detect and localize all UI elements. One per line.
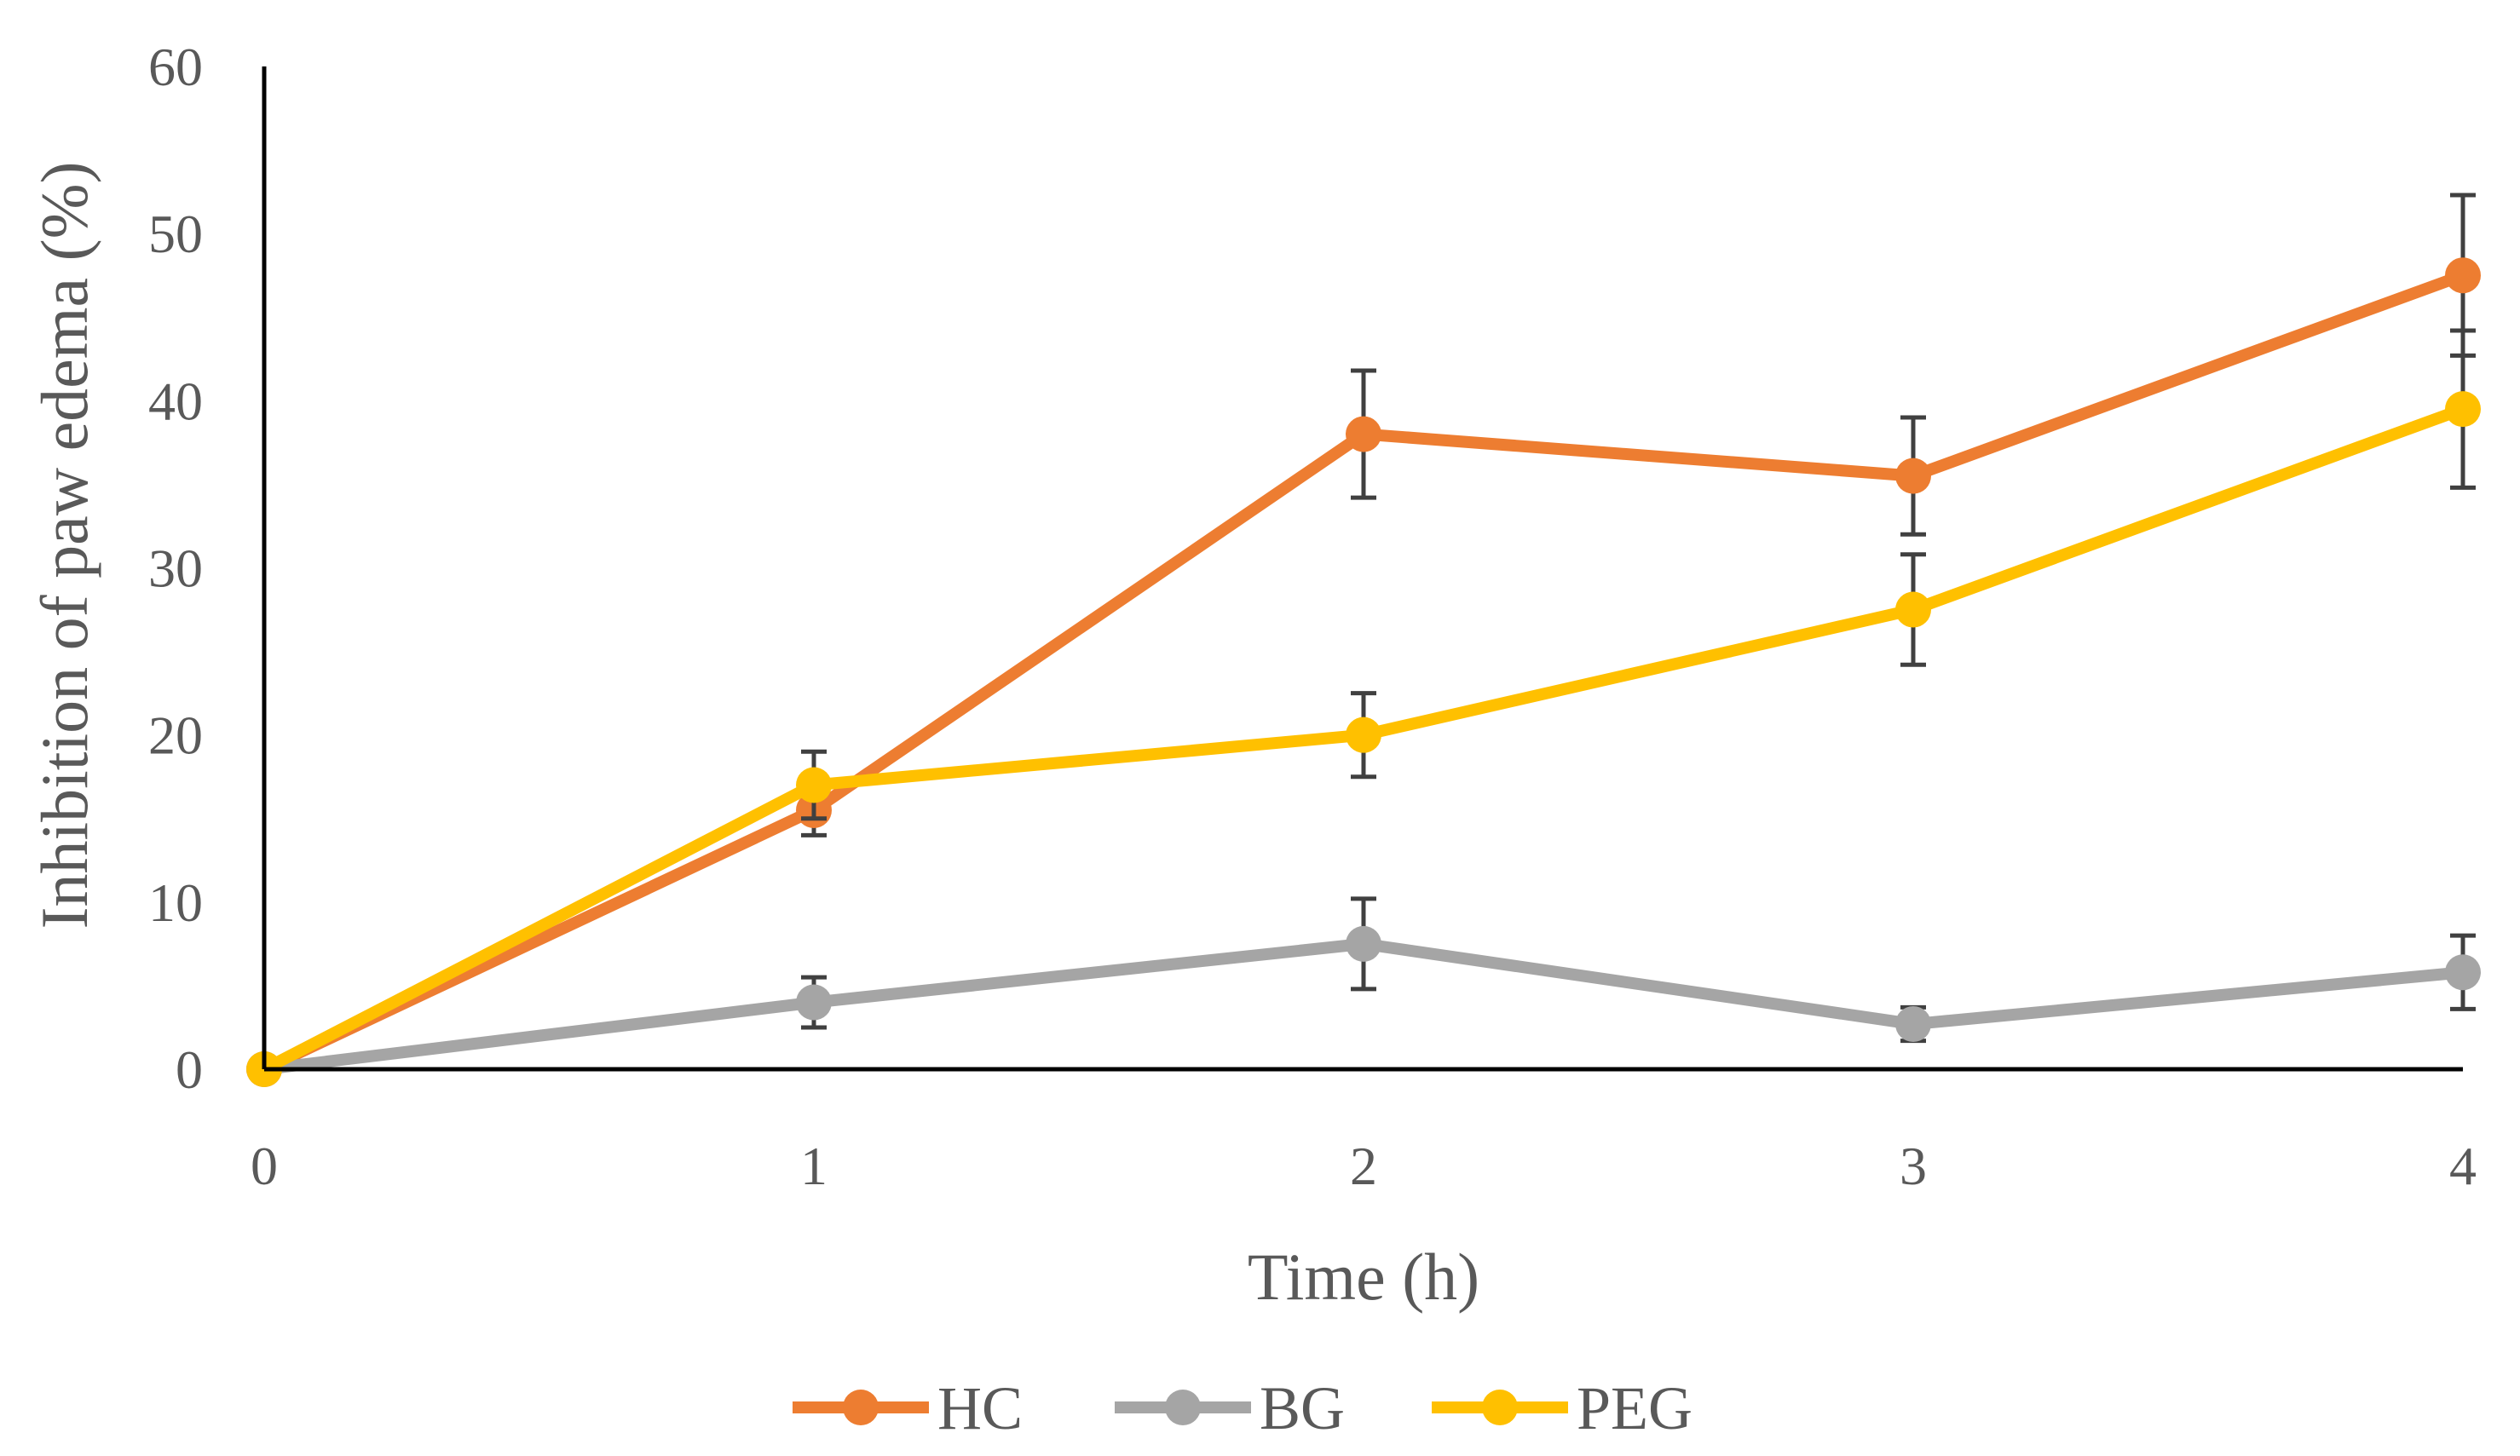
legend-label: HC	[937, 1374, 1023, 1442]
legend-label: BG	[1260, 1374, 1345, 1442]
series-bg	[246, 896, 2481, 1087]
y-tick-label: 20	[148, 705, 203, 766]
legend-label: PEG	[1577, 1374, 1692, 1442]
legend-swatch-marker	[1482, 1390, 1518, 1425]
series-peg	[246, 328, 2481, 1087]
x-tick-label: 3	[1900, 1136, 1927, 1196]
x-tick-label: 2	[1350, 1136, 1377, 1196]
data-point-peg	[796, 767, 832, 803]
data-point-bg	[1346, 925, 1381, 962]
x-tick-label: 4	[2449, 1136, 2477, 1196]
data-point-bg	[796, 984, 832, 1021]
legend: HC BG PEG	[793, 1374, 1692, 1442]
legend-swatch-marker	[843, 1390, 879, 1425]
x-tick-labels: 0 1 2 3 4	[251, 1136, 2477, 1196]
y-tick-label: 60	[148, 37, 203, 97]
y-tick-label: 50	[148, 204, 203, 264]
data-point-peg	[2445, 391, 2481, 428]
legend-item-hc: HC	[793, 1374, 1023, 1442]
y-tick-label: 40	[148, 371, 203, 431]
data-point-hc	[2445, 257, 2481, 294]
y-axis-title: Inhibition of paw edema (%)	[27, 161, 101, 929]
data-point-hc	[1895, 458, 1931, 494]
y-tick-label: 10	[148, 872, 203, 933]
series-layer	[246, 193, 2481, 1087]
y-tick-labels: 0 10 20 30 40 50 60	[148, 37, 203, 1100]
data-point-bg	[1895, 1006, 1931, 1043]
x-tick-label: 0	[251, 1136, 278, 1196]
legend-item-bg: BG	[1115, 1374, 1345, 1442]
data-point-peg	[1895, 591, 1931, 628]
x-tick-label: 1	[800, 1136, 828, 1196]
y-tick-label: 0	[176, 1039, 203, 1100]
x-axis-title: Time (h)	[1248, 1240, 1479, 1314]
data-point-peg	[1346, 716, 1381, 753]
data-point-bg	[2445, 954, 2481, 991]
y-tick-label: 30	[148, 538, 203, 599]
data-point-hc	[1346, 416, 1381, 452]
legend-item-peg: PEG	[1432, 1374, 1692, 1442]
legend-swatch-marker	[1165, 1390, 1201, 1425]
